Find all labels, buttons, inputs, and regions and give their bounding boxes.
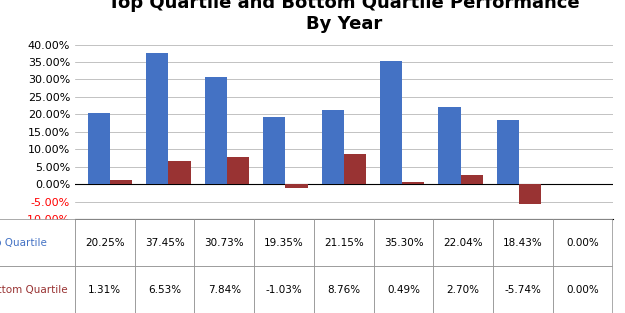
Title: Top Quartile and Bottom Quartile Performance
By Year: Top Quartile and Bottom Quartile Perform…: [108, 0, 579, 33]
Bar: [519, 184, 541, 204]
Bar: [380, 61, 402, 184]
Bar: [286, 184, 308, 188]
Bar: [344, 154, 366, 184]
Bar: [110, 180, 132, 184]
Bar: [263, 117, 286, 184]
Bar: [461, 175, 482, 184]
Bar: [497, 120, 519, 184]
Bar: [321, 110, 344, 184]
Bar: [205, 77, 227, 184]
Bar: [146, 54, 169, 184]
Bar: [438, 107, 461, 184]
Bar: [227, 157, 249, 184]
Bar: [88, 114, 110, 184]
Bar: [169, 162, 191, 184]
Bar: [402, 182, 424, 184]
